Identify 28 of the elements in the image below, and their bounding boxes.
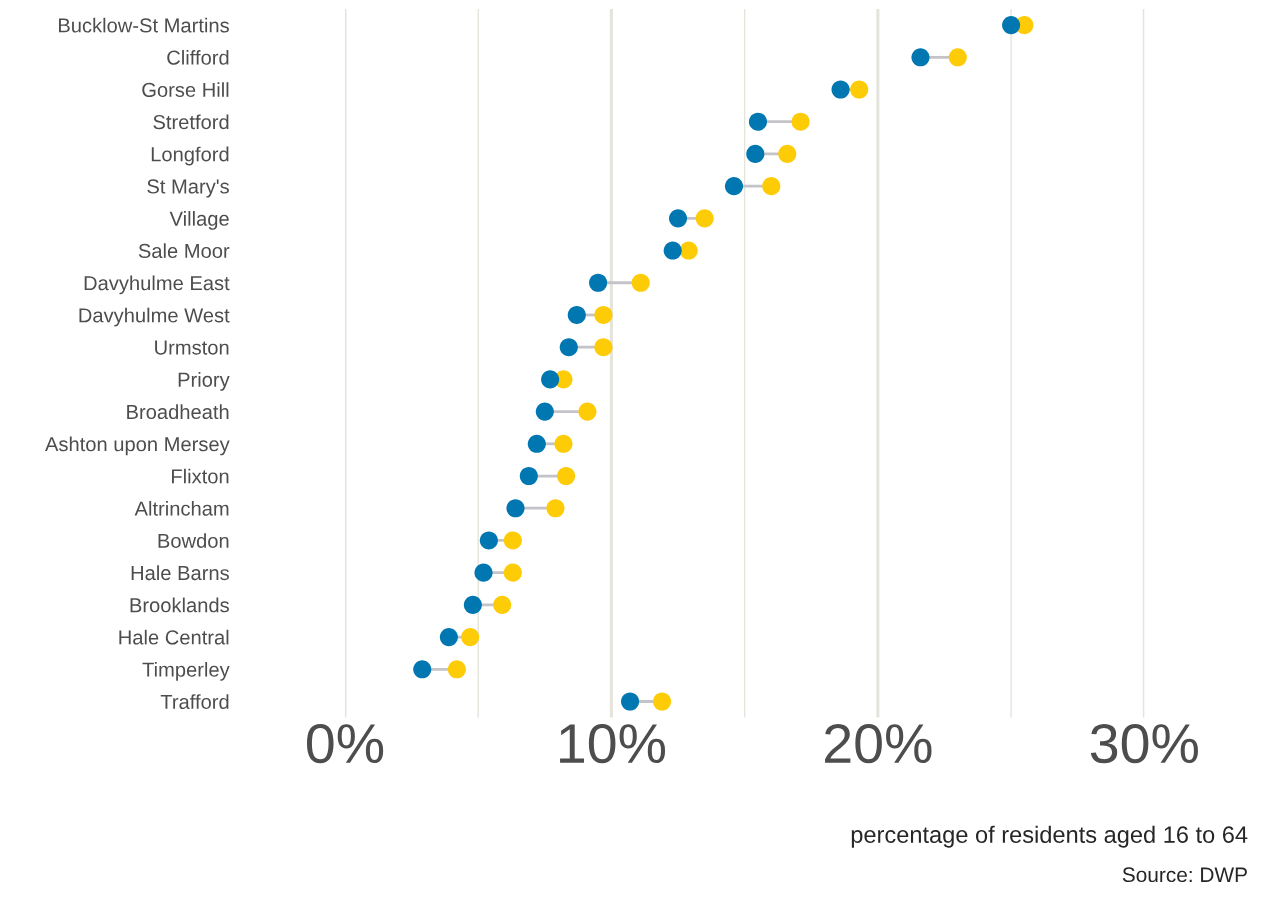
y-tick-label: Sale Moor (138, 243, 230, 259)
y-tick-label: Clifford (167, 49, 229, 65)
source-note: Source: DWP (1122, 867, 1247, 883)
x-tick-label: 20% (825, 723, 932, 764)
y-tick-label: Altrincham (134, 500, 229, 516)
y-tick-label: Urmston (155, 340, 229, 355)
y-tick-label: St Mary's (147, 179, 229, 198)
y-tick-label: Priory (178, 372, 230, 391)
x-tick-label: 10% (560, 723, 666, 764)
y-tick-label: Davyhulme West (79, 307, 230, 327)
y-tick-label: Longford (151, 146, 229, 166)
y-tick-label: Timperley (142, 661, 230, 681)
y-tick-label: Hale Barns (131, 565, 229, 581)
y-tick-label: Brooklands (130, 597, 229, 613)
y-tick-label: Bucklow-St Martins (59, 17, 229, 33)
y-tick-label: Gorse Hill (142, 82, 229, 97)
y-tick-label: Trafford (160, 694, 229, 709)
y-tick-label: Flixton (172, 468, 229, 484)
y-tick-label: Hale Central (119, 629, 229, 645)
y-tick-label: Broadheath (127, 404, 229, 420)
y-tick-label: Stretford (153, 114, 229, 130)
x-tick-label: 0% (306, 723, 384, 764)
y-tick-label: Ashton upon Mersey (45, 436, 230, 456)
x-axis-title: percentage of residents aged 16 to 64 (851, 825, 1248, 848)
y-tick-label: Village (169, 211, 229, 230)
x-tick-label: 30% (1090, 723, 1198, 764)
y-tick-label: Bowdon (158, 533, 229, 548)
y-tick-label: Davyhulme East (84, 275, 230, 295)
